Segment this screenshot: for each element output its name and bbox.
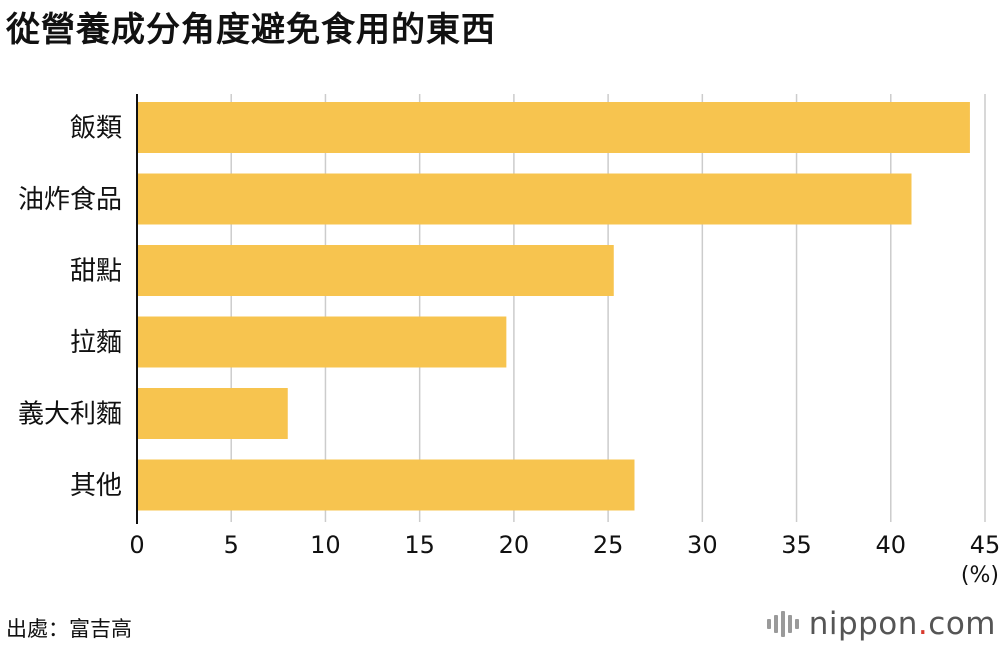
- x-tick-label: 10: [310, 531, 341, 559]
- x-tick-label: 30: [687, 531, 718, 559]
- bar: [137, 245, 614, 296]
- nippon-logo: nippon.com: [766, 604, 996, 644]
- x-tick-label: 20: [499, 531, 530, 559]
- category-label: 甜點: [70, 257, 122, 287]
- logo-text: nippon.com: [809, 606, 996, 642]
- x-tick-label: 25: [593, 531, 624, 559]
- source-note: 出處：富吉高: [6, 617, 132, 641]
- category-label: 其他: [70, 471, 122, 501]
- category-label: 飯類: [70, 114, 122, 144]
- logo-dot: .: [917, 606, 929, 642]
- logo-bars-icon: [766, 611, 799, 637]
- chart-title: 從營養成分角度避免食用的東西: [6, 10, 496, 50]
- x-tick-label: 35: [781, 531, 812, 559]
- bar: [137, 388, 288, 439]
- bar: [137, 459, 635, 511]
- x-tick-label: 45: [970, 531, 1000, 559]
- x-tick-label: 5: [224, 531, 239, 559]
- bar: [137, 102, 970, 153]
- x-tick-label: 0: [129, 531, 144, 559]
- x-tick-label: 15: [404, 531, 435, 559]
- x-unit-label: (%): [961, 563, 999, 588]
- bar: [137, 316, 507, 368]
- category-label: 義大利麵: [18, 400, 122, 430]
- logo-name: nippon: [808, 606, 918, 642]
- x-tick-label: 40: [876, 531, 907, 559]
- bar: [137, 173, 912, 225]
- logo-tld: com: [928, 606, 996, 642]
- category-label: 拉麵: [70, 328, 122, 358]
- category-label: 油炸食品: [18, 185, 122, 215]
